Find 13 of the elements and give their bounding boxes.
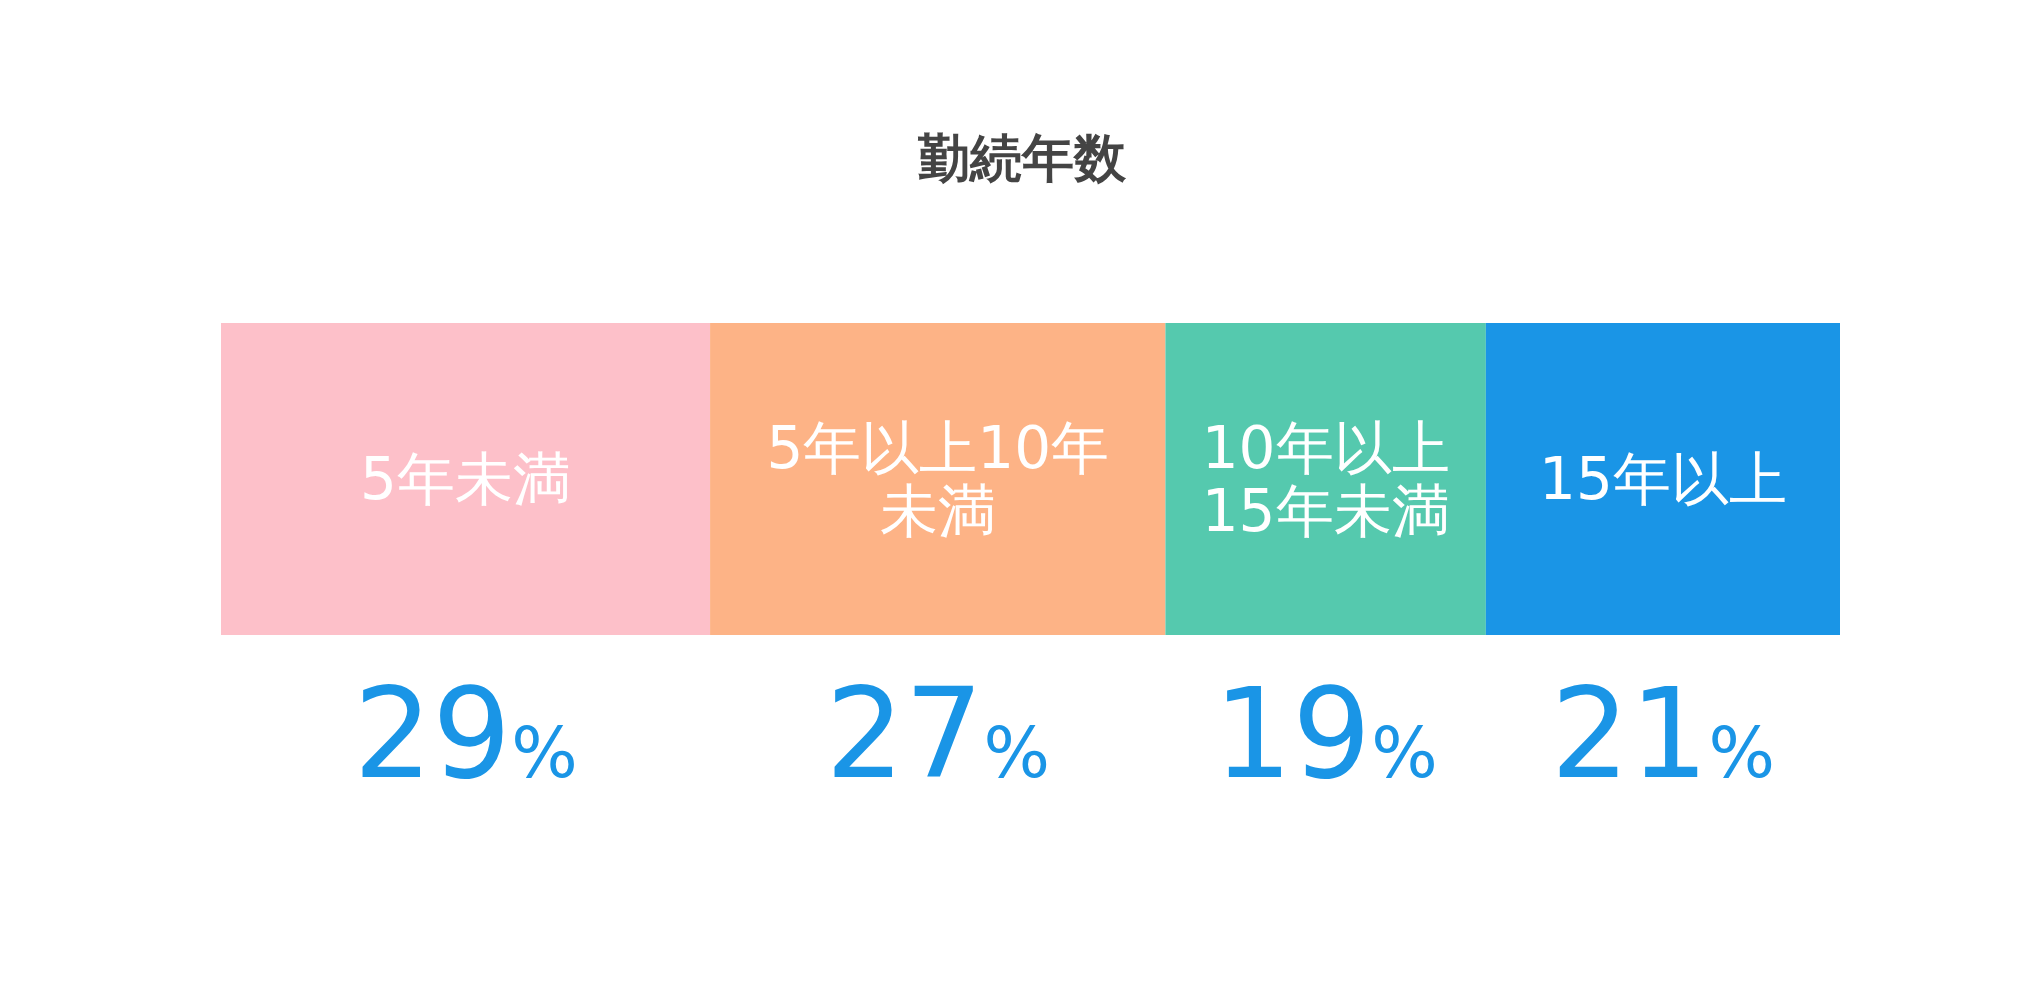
bar — [221, 323, 711, 635]
data-label: 29% — [353, 662, 578, 806]
bar — [710, 323, 1166, 635]
series-label: 5年未満 — [360, 445, 571, 514]
bar — [1485, 323, 1840, 635]
data-label: 21% — [1550, 662, 1776, 806]
series-label: 10年以上15年未満 — [1201, 413, 1450, 545]
series-label: 5年以上10年未満 — [766, 413, 1110, 545]
chart-title: 勤続年数 — [916, 128, 1127, 188]
bar — [1165, 323, 1486, 635]
series-label: 15年以上 — [1539, 445, 1787, 514]
data-label: 27% — [825, 662, 1050, 806]
data-label: 19% — [1213, 662, 1438, 806]
